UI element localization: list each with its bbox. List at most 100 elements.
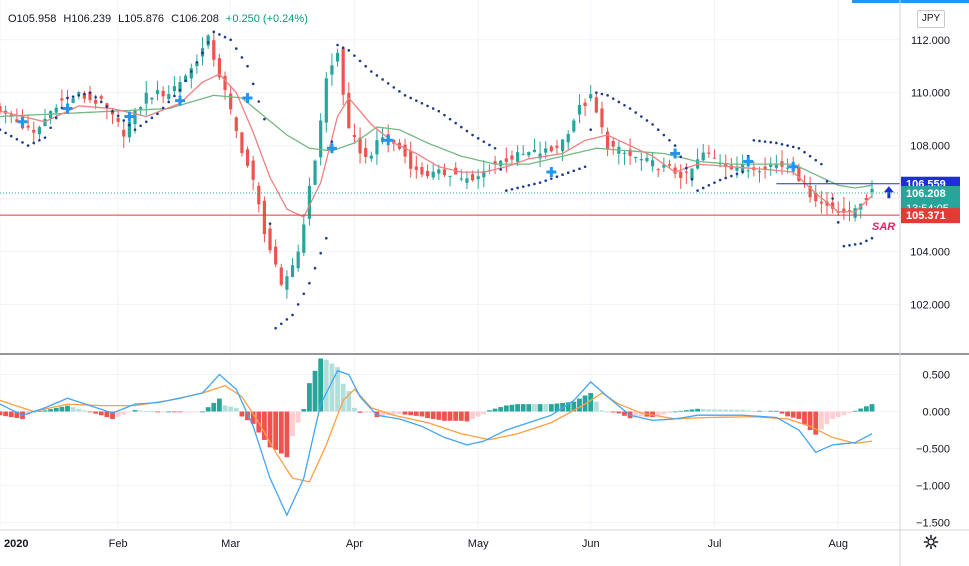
candle-body: [251, 160, 255, 180]
sar-dot: [735, 172, 739, 176]
macd-histogram-bar: [329, 363, 335, 412]
macd-histogram-bar: [543, 404, 549, 412]
macd-histogram-bar: [487, 410, 492, 412]
sar-dot: [673, 144, 677, 147]
candle-body: [99, 96, 103, 99]
signal-marker: [670, 148, 681, 159]
sar-dot: [54, 116, 58, 120]
candle-body: [234, 117, 238, 132]
sar-dot: [848, 243, 851, 247]
signal-marker: [546, 167, 557, 178]
candle-body: [245, 149, 250, 166]
buy-arrow: [883, 186, 894, 199]
sar-dot: [713, 181, 716, 184]
macd-histogram-bar: [593, 401, 599, 412]
sar-dot: [279, 322, 283, 326]
candle-body: [560, 139, 565, 152]
signal-marker: [124, 111, 135, 122]
sar-dot: [358, 59, 362, 63]
macd-histogram-bar: [301, 409, 307, 412]
candle-body: [645, 157, 649, 162]
candle-body: [290, 265, 295, 277]
candle-body: [60, 98, 64, 101]
macd-histogram-bar: [638, 411, 644, 417]
sar-dot: [775, 141, 778, 145]
candle-body: [847, 210, 852, 212]
macd-histogram-bar: [667, 411, 672, 413]
macd-histogram-bar: [818, 411, 824, 430]
currency-button[interactable]: JPY: [917, 10, 945, 28]
candle-body: [94, 99, 98, 104]
candle-body: [611, 140, 615, 147]
macd-histogram-bar: [633, 411, 639, 418]
signal-marker: [175, 95, 186, 106]
sar-dot: [38, 139, 41, 142]
candle-body: [521, 153, 525, 155]
sar-dot: [493, 146, 497, 150]
macd-histogram-bar: [492, 408, 498, 412]
candle-body: [37, 127, 41, 135]
candle-body: [139, 107, 143, 110]
candle-body: [482, 171, 486, 178]
candle-body: [757, 171, 762, 173]
macd-histogram-bar: [807, 411, 813, 431]
candle-body: [470, 174, 475, 181]
sar-dot: [859, 242, 863, 245]
candle-body: [341, 48, 345, 95]
price-tick-label: 110.000: [911, 88, 950, 100]
candle-body: [347, 92, 351, 129]
time-tick-label: 2020: [4, 538, 28, 550]
sar-dot: [645, 119, 649, 122]
macd-histogram-bar: [706, 409, 712, 412]
candle-body: [335, 52, 340, 62]
candle-body: [864, 197, 868, 201]
sar-dot: [234, 47, 238, 50]
macd-histogram-bar: [835, 411, 841, 417]
sar-dot: [336, 43, 339, 47]
sar-dot: [161, 106, 165, 110]
time-tick-label: Jul: [707, 538, 721, 550]
macd-histogram-bar: [790, 411, 796, 418]
settings-gear-icon[interactable]: [923, 534, 939, 550]
macd-histogram-bar: [346, 391, 352, 412]
candle-body: [324, 78, 328, 123]
sar-dot: [398, 90, 401, 93]
sar-dot: [701, 186, 705, 190]
sar-dot: [353, 54, 356, 57]
candle-body: [144, 92, 148, 104]
price-tick-label: 112.000: [911, 35, 950, 47]
macd-histogram-bar: [605, 411, 610, 413]
candle-body: [673, 167, 677, 174]
macd-histogram-bar: [312, 370, 318, 412]
sar-dot: [780, 142, 784, 146]
sar-dot: [668, 139, 671, 142]
sar-dot: [26, 144, 30, 147]
candle-body: [127, 121, 131, 138]
sar-dot: [752, 139, 756, 142]
sar-dot: [415, 99, 418, 102]
candle-body: [605, 131, 610, 150]
macd-histogram-bar: [267, 411, 273, 448]
sar-dot: [865, 239, 868, 243]
macd-histogram-bar: [847, 411, 852, 413]
macd-histogram-bar: [700, 409, 706, 412]
macd-histogram-bar: [98, 411, 104, 416]
macd-tick-label: 0.000: [922, 407, 950, 419]
signal-marker: [383, 135, 394, 146]
top-highlight-bar: [852, 0, 969, 3]
candle-body: [330, 65, 334, 75]
macd-histogram-bar: [852, 410, 858, 412]
macd-histogram-bar: [104, 411, 110, 418]
sar-dot: [797, 146, 801, 150]
candle-body: [82, 93, 86, 99]
macd-histogram-bar: [132, 410, 138, 412]
macd-histogram-bar: [3, 411, 9, 417]
sar-dot: [769, 140, 773, 144]
sar-dot: [263, 117, 266, 121]
candle-body: [572, 120, 576, 132]
sar-dot: [392, 86, 396, 89]
candle-body: [403, 144, 407, 157]
macd-histogram-bar: [695, 408, 700, 412]
sar-dot: [516, 186, 519, 190]
